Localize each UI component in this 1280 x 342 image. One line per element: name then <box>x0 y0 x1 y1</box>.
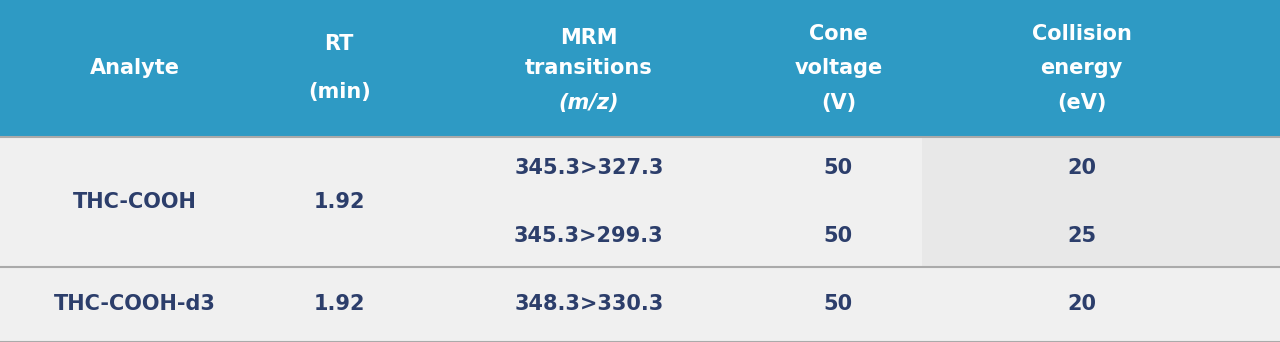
Text: 348.3>330.3: 348.3>330.3 <box>515 294 663 314</box>
Text: 1.92: 1.92 <box>314 192 365 212</box>
Bar <box>0 0 1280 137</box>
Text: 345.3>327.3: 345.3>327.3 <box>515 158 663 177</box>
Text: THC-COOH-d3: THC-COOH-d3 <box>54 294 215 314</box>
Text: (min): (min) <box>307 82 371 102</box>
Text: Collision: Collision <box>1032 24 1132 44</box>
Text: 20: 20 <box>1068 158 1096 177</box>
Text: 20: 20 <box>1068 294 1096 314</box>
Text: transitions: transitions <box>525 58 653 78</box>
Text: Analyte: Analyte <box>90 58 179 78</box>
Text: 345.3>299.3: 345.3>299.3 <box>515 226 663 246</box>
Text: energy: energy <box>1041 58 1123 78</box>
Text: 25: 25 <box>1068 226 1096 246</box>
Text: (eV): (eV) <box>1057 93 1106 113</box>
Bar <box>0 267 1280 342</box>
Text: (V): (V) <box>820 93 856 113</box>
Text: Cone: Cone <box>809 24 868 44</box>
Text: 50: 50 <box>824 226 852 246</box>
Bar <box>922 137 1280 267</box>
Bar <box>0 137 1280 267</box>
Text: 1.92: 1.92 <box>314 294 365 314</box>
Text: THC-COOH: THC-COOH <box>73 192 196 212</box>
Text: voltage: voltage <box>795 58 882 78</box>
Text: 50: 50 <box>824 294 852 314</box>
Text: (m/z): (m/z) <box>558 93 620 113</box>
Text: 50: 50 <box>824 158 852 177</box>
Text: RT: RT <box>325 35 353 54</box>
Text: MRM: MRM <box>561 28 617 48</box>
